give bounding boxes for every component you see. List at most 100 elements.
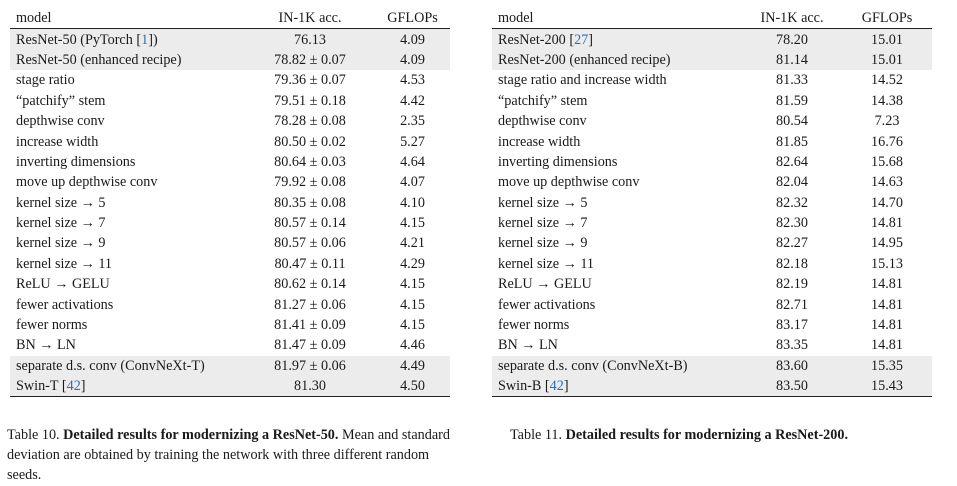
cell-accuracy: 83.50 <box>742 376 842 397</box>
cell-accuracy: 83.17 <box>776 317 808 334</box>
citation-link[interactable]: 42 <box>66 378 81 395</box>
header-gflops: GFLOPs <box>387 10 438 27</box>
cell-model: inverting dimensions <box>492 152 742 172</box>
cell-gflops: 4.64 <box>400 153 425 170</box>
cell-model: Swin-T [42] <box>10 376 245 397</box>
cell-gflops: 14.63 <box>871 174 903 191</box>
cell-gflops: 14.81 <box>871 317 903 334</box>
cell-gflops: 15.13 <box>871 255 903 272</box>
cell-model: separate d.s. conv (ConvNeXt-T) <box>10 355 245 377</box>
model-name: “patchify” stem <box>498 92 588 109</box>
table-row: stage ratio and increase width 81.33 14.52 <box>492 70 932 90</box>
cell-model: fewer norms <box>492 315 742 335</box>
table-header-row: model IN-1K acc. GFLOPs <box>492 8 932 29</box>
cell-gflops: 15.68 <box>871 153 903 170</box>
model-name: Swin-B <box>498 378 545 395</box>
table-row: fewer activations 81.27 ± 0.06 4.15 <box>10 294 450 314</box>
table-row: ReLU → GELU 80.62 ± 0.14 4.15 <box>10 274 450 294</box>
cell-model: kernel size → 9 <box>10 233 245 253</box>
model-name: fewer activations <box>498 296 596 313</box>
cell-accuracy: 82.32 <box>776 194 808 211</box>
cell-accuracy: 81.33 <box>776 72 808 89</box>
table-row: ResNet-200 (enhanced recipe) 81.14 15.01 <box>492 49 932 71</box>
cell-accuracy: 81.59 <box>776 92 808 109</box>
cell-gflops: 15.01 <box>842 49 932 71</box>
cell-accuracy: 80.35 ± 0.08 <box>274 194 346 211</box>
table-header-row: model IN-1K acc. GFLOPs <box>10 8 450 29</box>
model-name: stage ratio <box>16 72 75 89</box>
citation-link[interactable]: 42 <box>549 378 564 395</box>
cell-gflops: 4.15 <box>400 276 425 293</box>
cell-model: “patchify” stem <box>492 91 742 111</box>
cell-gflops: 2.35 <box>400 113 425 130</box>
model-name: kernel size → 7 <box>498 215 588 232</box>
table-row: kernel size → 9 82.27 14.95 <box>492 233 932 253</box>
table-row: move up depthwise conv 79.92 ± 0.08 4.07 <box>10 172 450 192</box>
table-row: BN → LN 83.35 14.81 <box>492 335 932 355</box>
model-name: depthwise conv <box>16 113 105 130</box>
model-name: move up depthwise conv <box>498 174 640 191</box>
cell-model: ResNet-200 [27] <box>492 28 742 50</box>
model-name: move up depthwise conv <box>16 174 158 191</box>
cell-model: separate d.s. conv (ConvNeXt-B) <box>492 355 742 377</box>
table-row: kernel size → 5 82.32 14.70 <box>492 193 932 213</box>
table-row: kernel size → 11 80.47 ± 0.11 4.29 <box>10 254 450 274</box>
table-row: separate d.s. conv (ConvNeXt-T) 81.97 ± 0… <box>10 355 450 377</box>
table-row: ResNet-200 [27] 78.20 15.01 <box>492 28 932 50</box>
table-row: “patchify” stem 79.51 ± 0.18 4.42 <box>10 91 450 111</box>
table-row: kernel size → 7 80.57 ± 0.14 4.15 <box>10 213 450 233</box>
cell-gflops: 4.53 <box>400 72 425 89</box>
cell-model: stage ratio <box>10 70 245 90</box>
table-row: kernel size → 11 82.18 15.13 <box>492 254 932 274</box>
cell-gflops: 14.81 <box>871 337 903 354</box>
cell-accuracy: 82.71 <box>776 296 808 313</box>
table-row: increase width 80.50 ± 0.02 5.27 <box>10 131 450 151</box>
cell-accuracy: 81.27 ± 0.06 <box>274 296 346 313</box>
model-name: kernel size → 11 <box>498 255 594 272</box>
table-11: model IN-1K acc. GFLOPs ResNet-200 [27] 7… <box>492 8 932 397</box>
table-row: Swin-B [42] 83.50 15.43 <box>492 376 932 397</box>
cell-accuracy: 81.30 <box>245 376 375 397</box>
cell-gflops: 14.81 <box>871 296 903 313</box>
cell-model: kernel size → 9 <box>492 233 742 253</box>
model-name: fewer activations <box>16 296 114 313</box>
model-name: ReLU → GELU <box>16 276 110 293</box>
cell-model: depthwise conv <box>10 111 245 131</box>
citation-link[interactable]: 1 <box>141 31 149 48</box>
table-row: inverting dimensions 80.64 ± 0.03 4.64 <box>10 152 450 172</box>
cell-model: kernel size → 5 <box>10 193 245 213</box>
model-name: “patchify” stem <box>16 92 106 109</box>
cell-gflops: 14.38 <box>871 92 903 109</box>
cell-gflops: 4.15 <box>400 296 425 313</box>
cell-accuracy: 79.51 ± 0.18 <box>274 92 346 109</box>
table-11-caption: Table 11. Detailed results for modernizi… <box>510 425 930 445</box>
cell-model: BN → LN <box>492 335 742 355</box>
cell-accuracy: 82.27 <box>776 235 808 252</box>
header-model: model <box>498 10 534 27</box>
cell-accuracy: 80.64 ± 0.03 <box>274 153 346 170</box>
cell-model: BN → LN <box>10 335 245 355</box>
model-name: kernel size → 7 <box>16 215 106 232</box>
cell-accuracy: 80.62 ± 0.14 <box>274 276 346 293</box>
cell-accuracy: 81.41 ± 0.09 <box>274 317 346 334</box>
table-row: increase width 81.85 16.76 <box>492 131 932 151</box>
cell-accuracy: 78.82 ± 0.07 <box>245 49 375 71</box>
cell-model: increase width <box>10 131 245 151</box>
cell-model: kernel size → 5 <box>492 193 742 213</box>
cell-model: kernel size → 7 <box>10 213 245 233</box>
model-name: ResNet-50 (PyTorch <box>16 31 137 48</box>
citation-link[interactable]: 27 <box>574 31 589 48</box>
cell-model: “patchify” stem <box>10 91 245 111</box>
cell-accuracy: 78.20 <box>742 28 842 50</box>
cell-model: ResNet-200 (enhanced recipe) <box>492 49 742 71</box>
cell-accuracy: 79.36 ± 0.07 <box>274 72 346 89</box>
model-name: increase width <box>16 133 99 150</box>
cell-accuracy: 82.30 <box>776 215 808 232</box>
caption-prefix: Table 10. <box>7 427 64 443</box>
table-row: inverting dimensions 82.64 15.68 <box>492 152 932 172</box>
model-name: kernel size → 9 <box>16 235 106 252</box>
table-row: ReLU → GELU 82.19 14.81 <box>492 274 932 294</box>
cell-model: ReLU → GELU <box>492 274 742 294</box>
cell-model: move up depthwise conv <box>10 172 245 192</box>
cell-model: depthwise conv <box>492 111 742 131</box>
